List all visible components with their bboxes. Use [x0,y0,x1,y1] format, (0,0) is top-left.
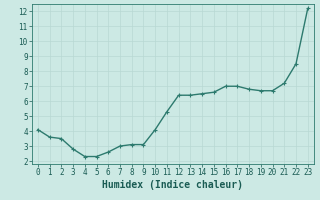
X-axis label: Humidex (Indice chaleur): Humidex (Indice chaleur) [102,180,243,190]
